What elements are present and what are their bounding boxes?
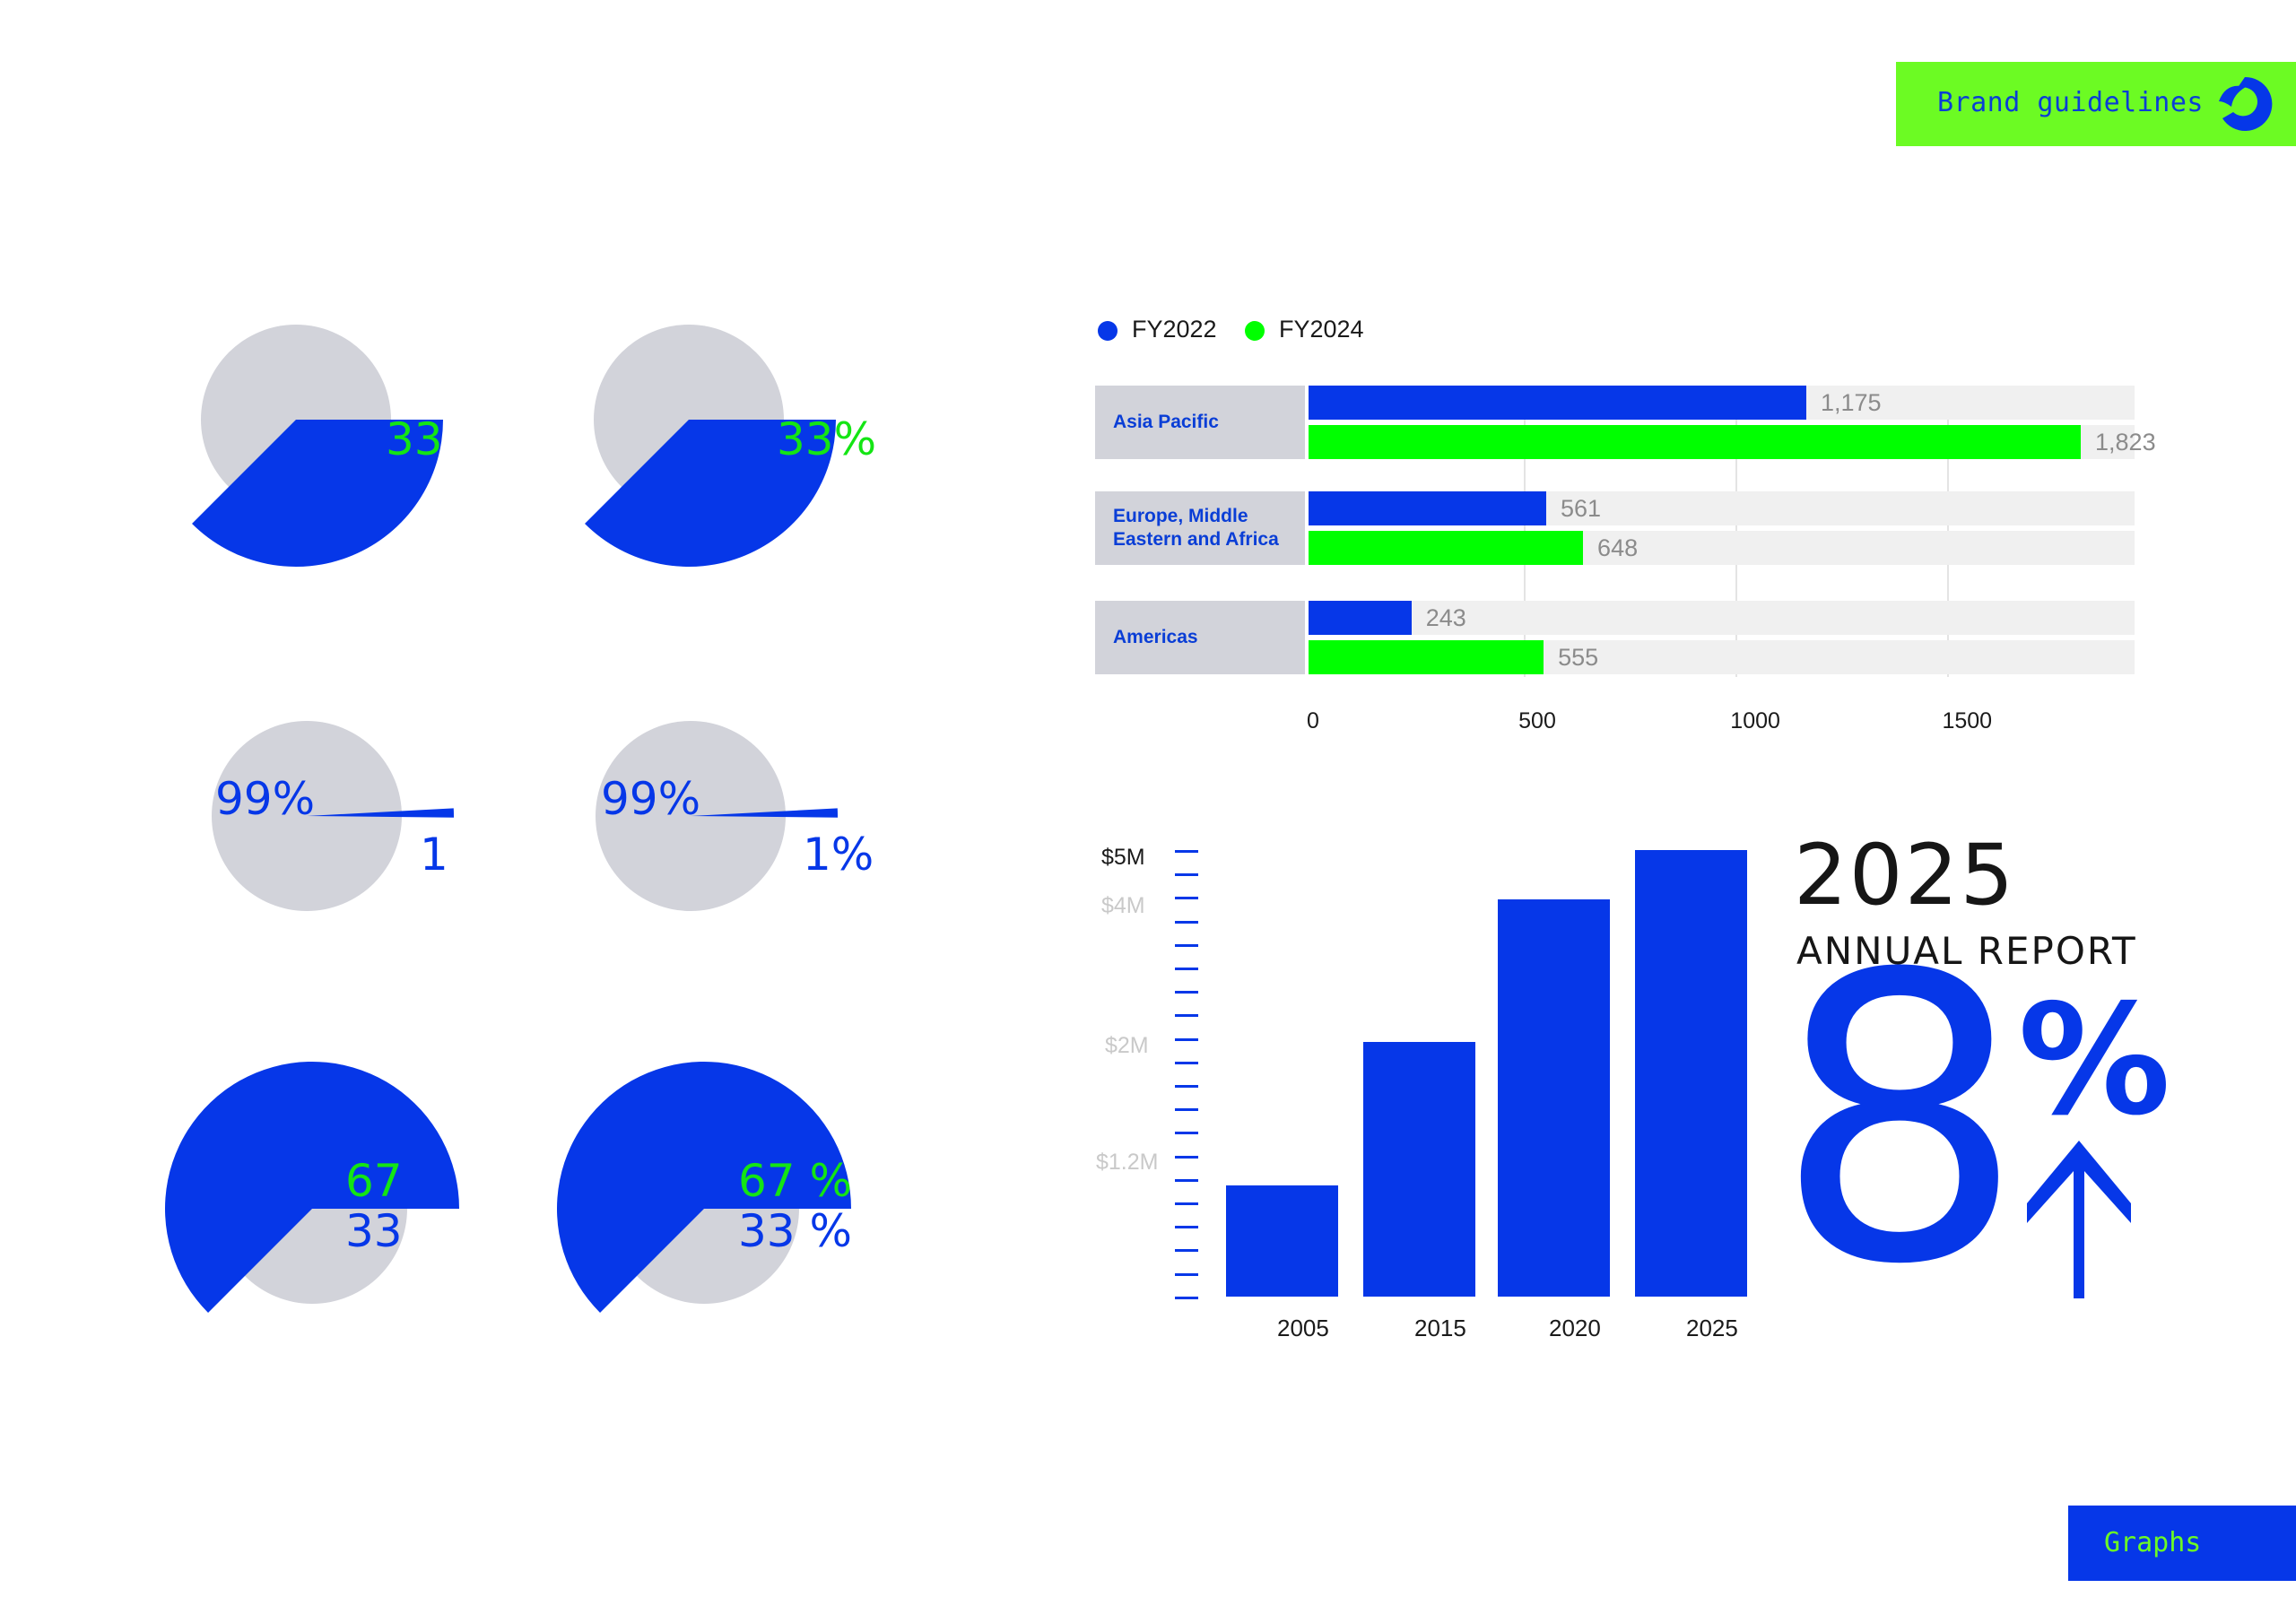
category-label-box: Americas — [1095, 601, 1305, 674]
y-tick-mark — [1175, 1249, 1198, 1253]
x-tick-label: 500 — [1518, 708, 1556, 733]
report-subtitle: ANNUAL REPORT — [1796, 929, 2137, 973]
legend-label: FY2022 — [1132, 316, 1217, 343]
section-tag[interactable]: Graphs — [2068, 1506, 2296, 1581]
arrow-up-icon — [2027, 1141, 2131, 1298]
y-tick-mark — [1175, 850, 1198, 853]
bar — [1309, 531, 1584, 565]
brand-badge[interactable]: Brand guidelines — [1896, 62, 2296, 146]
x-tick-label: 1000 — [1730, 708, 1780, 733]
category-label: Asia Pacific — [1113, 412, 1219, 432]
pie-highlight-slice — [691, 808, 838, 818]
bar-value-label: 561 — [1560, 495, 1602, 522]
y-tick-label: $4M — [1101, 893, 1145, 918]
y-tick-mark — [1175, 1178, 1198, 1182]
y-tick-mark — [1175, 1061, 1198, 1064]
brand-label: Brand guidelines — [1937, 87, 2204, 118]
bar-value-label: 1,175 — [1820, 389, 1882, 416]
bar-value-label: 648 — [1597, 534, 1639, 561]
x-tick-label: 0 — [1307, 708, 1319, 733]
y-tick-mark — [1175, 897, 1198, 900]
category-label-box: Europe, Middle Eastern and Africa — [1095, 491, 1305, 565]
bar — [1309, 386, 1806, 420]
x-tick-label: 2005 — [1277, 1315, 1329, 1341]
pie-slice-label: 1 — [420, 829, 448, 881]
bar-value-label: 1,823 — [2095, 429, 2156, 456]
category-label: Americas — [1113, 627, 1198, 647]
bar — [1309, 640, 1544, 674]
bar — [1226, 1185, 1338, 1297]
x-tick-label: 2025 — [1686, 1315, 1738, 1341]
report-year: 2025 — [1794, 827, 2016, 924]
bar — [1635, 850, 1747, 1297]
y-tick-mark — [1175, 1132, 1198, 1135]
pie-slice-label: 67 — [345, 1155, 403, 1207]
legend-marker — [1098, 321, 1118, 341]
pie-slice-label: 99% — [601, 773, 701, 825]
y-tick-mark — [1175, 943, 1198, 947]
y-tick-label: $2M — [1105, 1033, 1149, 1058]
bar-track — [1309, 601, 2135, 635]
y-tick-mark — [1175, 1226, 1198, 1229]
growth-percent: % — [2018, 972, 2171, 1150]
bar-value-label: 555 — [1558, 644, 1599, 671]
pie-highlight-slice — [307, 808, 454, 818]
y-tick-mark — [1175, 873, 1198, 877]
growth-figure: 8 — [1774, 891, 2025, 1350]
y-tick-mark — [1175, 991, 1198, 994]
y-tick-mark — [1175, 920, 1198, 924]
bar — [1309, 601, 1412, 635]
bar — [1309, 425, 2082, 459]
y-tick-mark — [1175, 1037, 1198, 1041]
x-tick-label: 2020 — [1549, 1315, 1601, 1341]
pie-slice-label: 33 — [386, 413, 443, 465]
pie-slice-label: 1% — [803, 829, 874, 881]
bar — [1498, 898, 1610, 1297]
y-tick-mark — [1175, 1296, 1198, 1299]
pie-highlight-slice — [192, 420, 443, 568]
x-tick-label: 2015 — [1414, 1315, 1466, 1341]
y-tick-mark — [1175, 1085, 1198, 1088]
y-tick-mark — [1175, 1108, 1198, 1112]
bar — [1309, 491, 1546, 525]
y-tick-mark — [1175, 1202, 1198, 1205]
category-label-box: Asia Pacific — [1095, 386, 1305, 459]
y-tick-mark — [1175, 968, 1198, 970]
bar-value-label: 243 — [1425, 604, 1466, 631]
pie-slice-label: 33 % — [738, 1205, 853, 1257]
pie-highlight-slice — [585, 420, 836, 568]
swirl-logo-icon — [2219, 76, 2273, 131]
pie-slice-label: 33% — [777, 413, 877, 465]
y-tick-mark — [1175, 1155, 1198, 1159]
legend-marker — [1245, 321, 1265, 341]
y-tick-mark — [1175, 1014, 1198, 1018]
category-label: Europe, Middle Eastern and Africa — [1113, 506, 1279, 550]
pie-slice-label: 67 % — [738, 1155, 853, 1207]
legend-label: FY2024 — [1279, 316, 1364, 343]
bar — [1363, 1042, 1475, 1297]
pie-highlight-slice — [164, 1061, 459, 1313]
pie-slice-label: 99% — [215, 773, 316, 825]
y-tick-label: $1.2M — [1096, 1150, 1159, 1175]
section-label: Graphs — [2104, 1527, 2202, 1558]
pie-slice-label: 33 — [345, 1205, 403, 1257]
pie-highlight-slice — [557, 1062, 851, 1313]
y-tick-mark — [1175, 1272, 1198, 1276]
y-tick-label: $5M — [1101, 845, 1145, 870]
x-tick-label: 1500 — [1942, 708, 1993, 733]
